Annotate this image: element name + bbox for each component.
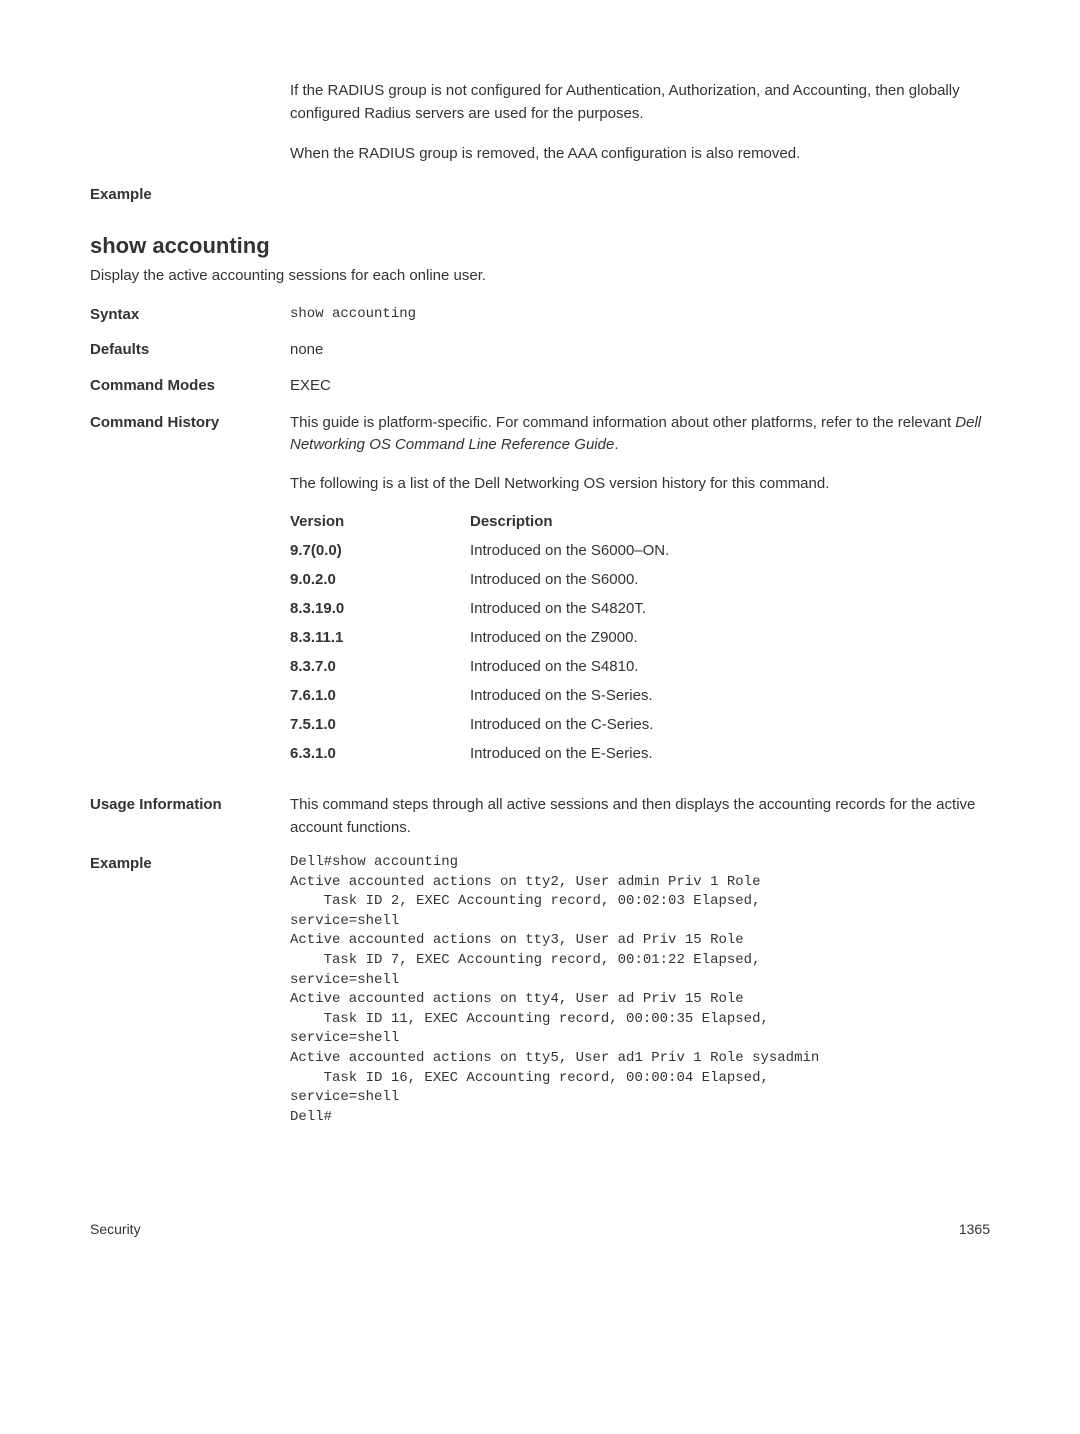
vt-desc: Introduced on the S4810. [470, 658, 990, 675]
vt-version: 6.3.1.0 [290, 745, 470, 762]
table-row: 7.5.1.0 Introduced on the C-Series. [290, 716, 990, 733]
vt-desc: Introduced on the E-Series. [470, 745, 990, 762]
defaults-label: Defaults [90, 339, 290, 360]
table-row: 6.3.1.0 Introduced on the E-Series. [290, 745, 990, 762]
section-subtitle: Display the active accounting sessions f… [90, 267, 990, 284]
footer-left: Security [90, 1221, 141, 1237]
cmdhist-p1a: This guide is platform-specific. For com… [290, 414, 955, 431]
version-table: Version Description 9.7(0.0) Introduced … [290, 513, 990, 762]
vt-desc: Introduced on the Z9000. [470, 629, 990, 646]
command-modes-label: Command Modes [90, 375, 290, 396]
vt-version: 8.3.19.0 [290, 600, 470, 617]
syntax-label: Syntax [90, 304, 290, 325]
table-row: 8.3.11.1 Introduced on the Z9000. [290, 629, 990, 646]
vt-version: 7.6.1.0 [290, 687, 470, 704]
usage-text: This command steps through all active se… [290, 794, 990, 839]
table-row: 8.3.7.0 Introduced on the S4810. [290, 658, 990, 675]
vt-desc: Introduced on the S6000–ON. [470, 542, 990, 559]
vt-desc: Introduced on the C-Series. [470, 716, 990, 733]
command-history-label: Command History [90, 412, 290, 433]
footer-right: 1365 [959, 1221, 990, 1237]
example-label-1: Example [90, 186, 990, 203]
table-row: 8.3.19.0 Introduced on the S4820T. [290, 600, 990, 617]
syntax-value: show accounting [290, 304, 990, 325]
intro-p1: If the RADIUS group is not configured fo… [290, 80, 990, 125]
vt-version: 9.0.2.0 [290, 571, 470, 588]
command-modes-value: EXEC [290, 375, 990, 398]
vt-header-desc: Description [470, 513, 990, 530]
intro-p2: When the RADIUS group is removed, the AA… [290, 143, 990, 166]
command-history-value: This guide is platform-specific. For com… [290, 412, 990, 496]
defaults-value: none [290, 339, 990, 362]
example-label-2: Example [90, 853, 290, 874]
table-row: 9.0.2.0 Introduced on the S6000. [290, 571, 990, 588]
vt-version: 8.3.11.1 [290, 629, 470, 646]
vt-version: 9.7(0.0) [290, 542, 470, 559]
vt-header-version: Version [290, 513, 470, 530]
section-heading: show accounting [90, 233, 990, 259]
vt-desc: Introduced on the S4820T. [470, 600, 990, 617]
cmdhist-p2: The following is a list of the Dell Netw… [290, 473, 990, 496]
vt-version: 8.3.7.0 [290, 658, 470, 675]
table-row: 7.6.1.0 Introduced on the S-Series. [290, 687, 990, 704]
cmdhist-p1c: . [614, 436, 618, 453]
intro-paragraphs: If the RADIUS group is not configured fo… [290, 80, 990, 166]
vt-desc: Introduced on the S-Series. [470, 687, 990, 704]
table-row: 9.7(0.0) Introduced on the S6000–ON. [290, 542, 990, 559]
example-code: Dell#show accounting Active accounted ac… [290, 853, 990, 1127]
vt-desc: Introduced on the S6000. [470, 571, 990, 588]
vt-version: 7.5.1.0 [290, 716, 470, 733]
usage-label: Usage Information [90, 794, 290, 815]
